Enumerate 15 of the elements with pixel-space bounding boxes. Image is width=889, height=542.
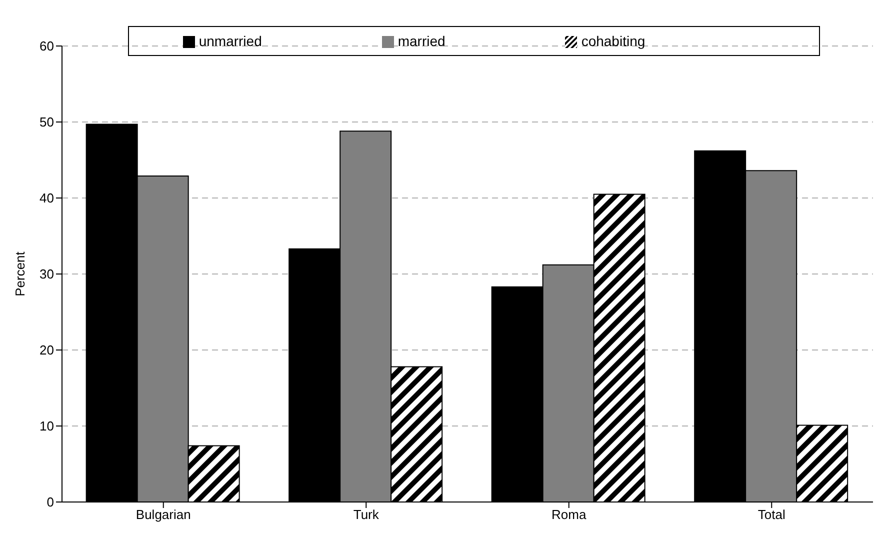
y-tick-label: 20 [40,342,54,358]
legend-label: unmarried [198,33,262,49]
y-axis-title: Percent [12,251,28,296]
y-tick-label: 10 [40,418,54,434]
x-tick-label: Turk [353,507,380,522]
y-tick-label: 40 [40,190,54,206]
y-tick-label: 0 [46,494,54,510]
x-tick-label: Bulgarian [136,507,191,522]
y-tick-label: 30 [40,266,54,282]
legend-label: cohabiting [581,33,646,49]
y-tick-label: 50 [40,114,54,130]
y-tick-label: 60 [40,38,54,54]
legend-label: married [398,33,446,49]
x-tick-label: Total [758,507,786,522]
x-tick-label: Roma [552,507,587,522]
